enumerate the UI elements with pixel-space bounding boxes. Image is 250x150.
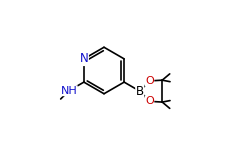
Text: O: O bbox=[145, 76, 154, 86]
Text: NH: NH bbox=[60, 86, 77, 96]
Text: B: B bbox=[136, 85, 144, 98]
Text: N: N bbox=[80, 52, 88, 65]
Text: O: O bbox=[145, 96, 154, 106]
